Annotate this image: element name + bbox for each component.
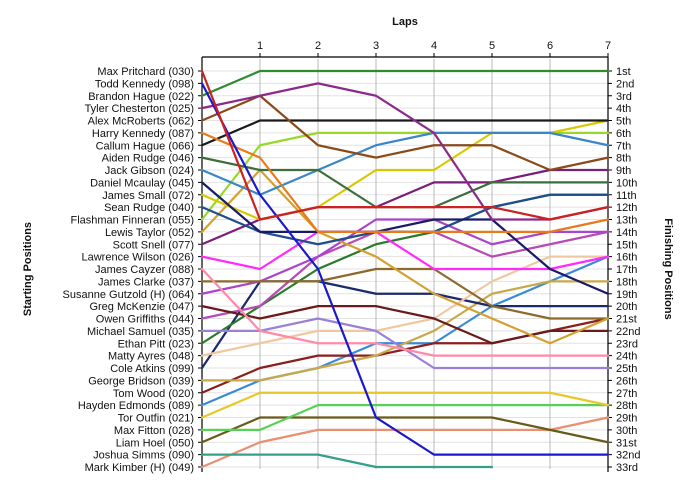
x-tick-label: 2 (315, 40, 321, 52)
series-line (200, 69, 610, 97)
finish-position-label: 23rd (616, 338, 638, 350)
finish-position-label: 17th (616, 264, 637, 276)
series-line (200, 416, 610, 469)
series-line (200, 230, 610, 271)
start-position-label: Mark Kimber (H) (049) (85, 462, 194, 474)
series-line (200, 82, 610, 221)
y2-axis-title: Finishing Positions (662, 218, 674, 319)
finish-position-label: 10th (616, 177, 637, 189)
series-line (200, 305, 610, 345)
finish-position-label: 16th (616, 252, 637, 264)
series-line (200, 404, 610, 431)
start-position-label: Lawrence Wilson (026) (82, 252, 195, 264)
start-position-label: Harry Kennedy (087) (92, 128, 194, 140)
finish-position-label: 8th (616, 153, 631, 165)
finish-position-label: 29th (616, 413, 637, 425)
finish-position-label: 33rd (616, 462, 638, 474)
finish-position-label: 21st (616, 314, 637, 326)
start-position-label: James Clarke (037) (98, 276, 194, 288)
finish-position-label: 25th (616, 363, 637, 375)
start-position-label: Max Fitton (028) (114, 425, 194, 437)
finish-position-label: 7th (616, 140, 631, 152)
series-line (200, 453, 494, 469)
start-position-label: Owen Griffiths (044) (96, 314, 194, 326)
start-position-label: Max Pritchard (030) (97, 66, 194, 78)
series-line (200, 94, 610, 172)
finish-position-label: 2nd (616, 78, 634, 90)
start-position-label: Cole Atkins (099) (110, 363, 194, 375)
start-position-label: Scott Snell (077) (113, 239, 194, 251)
series-line (200, 131, 610, 233)
x-tick-label: 5 (489, 40, 495, 52)
start-position-label: George Bridson (039) (88, 375, 194, 387)
series-line (200, 82, 610, 456)
start-position-label: Michael Samuel (035) (87, 326, 194, 338)
finish-position-label: 15th (616, 239, 637, 251)
finish-position-label: 30th (616, 425, 637, 437)
finish-position-label: 9th (616, 165, 631, 177)
start-position-label: Flashman Finneran (055) (70, 215, 194, 227)
series-line (200, 181, 610, 295)
series-line (200, 267, 610, 320)
start-position-label: Jack Gibson (024) (105, 165, 194, 177)
start-position-label: Liam Hoel (050) (116, 437, 194, 449)
x-tick-label: 4 (431, 40, 437, 52)
finish-position-label: 24th (616, 351, 637, 363)
start-position-label: Greg McKenzie (047) (89, 301, 194, 313)
series-line (200, 119, 610, 147)
series-line (200, 131, 610, 196)
x-axis-title: Laps (392, 16, 418, 28)
start-position-label: Brandon Hague (022) (88, 91, 194, 103)
start-position-label: Joshua Simms (090) (93, 450, 194, 462)
start-position-label: Sean Rudge (040) (104, 202, 194, 214)
start-position-label: Tyler Chesterton (025) (85, 103, 194, 115)
finish-position-label: 26th (616, 375, 637, 387)
finish-position-label: 4th (616, 103, 631, 115)
series-line (200, 391, 610, 419)
finish-position-label: 12th (616, 202, 637, 214)
series-line (200, 168, 610, 345)
x-tick-label: 7 (605, 40, 611, 52)
start-position-label: James Small (072) (102, 190, 194, 202)
finish-position-label: 31st (616, 437, 637, 449)
finish-position-label: 5th (616, 116, 631, 128)
finish-position-label: 20th (616, 301, 637, 313)
finish-position-label: 1st (616, 66, 631, 78)
x-tick-label: 6 (547, 40, 553, 52)
finish-position-label: 11th (616, 190, 637, 202)
finish-position-label: 13th (616, 215, 637, 227)
series-line (200, 218, 610, 295)
series-line (200, 267, 610, 357)
x-tick-label: 3 (373, 40, 379, 52)
finish-position-label: 19th (616, 289, 637, 301)
series-line (200, 280, 610, 382)
start-position-label: Lewis Taylor (052) (105, 227, 194, 239)
start-position-label: James Cayzer (088) (95, 264, 194, 276)
finish-position-label: 14th (616, 227, 637, 239)
series-line (200, 416, 610, 444)
series-line (200, 69, 610, 221)
finish-position-label: 32nd (616, 450, 640, 462)
x-tick-label: 1 (257, 40, 263, 52)
finish-position-label: 18th (616, 276, 637, 288)
y-axis-title: Starting Positions (22, 222, 34, 316)
start-position-label: Todd Kennedy (098) (95, 78, 194, 90)
start-position-label: Matty Ayres (048) (108, 351, 194, 363)
finish-position-label: 6th (616, 128, 631, 140)
finish-position-label: 22nd (616, 326, 640, 338)
start-position-label: Callum Hague (066) (96, 140, 194, 152)
start-position-label: Daniel Mcaulay (045) (90, 177, 194, 189)
finish-position-label: 27th (616, 388, 637, 400)
finish-position-label: 28th (616, 400, 637, 412)
start-position-label: Tom Wood (020) (113, 388, 194, 400)
start-position-label: Tor Outfin (021) (118, 413, 194, 425)
start-position-label: Alex McRoberts (062) (88, 116, 194, 128)
start-position-label: Susanne Gutzold (H) (064) (63, 289, 194, 301)
start-position-label: Ethan Pitt (023) (118, 338, 194, 350)
start-position-label: Hayden Edmonds (089) (78, 400, 194, 412)
finish-position-label: 3rd (616, 91, 632, 103)
start-position-label: Aiden Rudge (046) (102, 153, 194, 165)
